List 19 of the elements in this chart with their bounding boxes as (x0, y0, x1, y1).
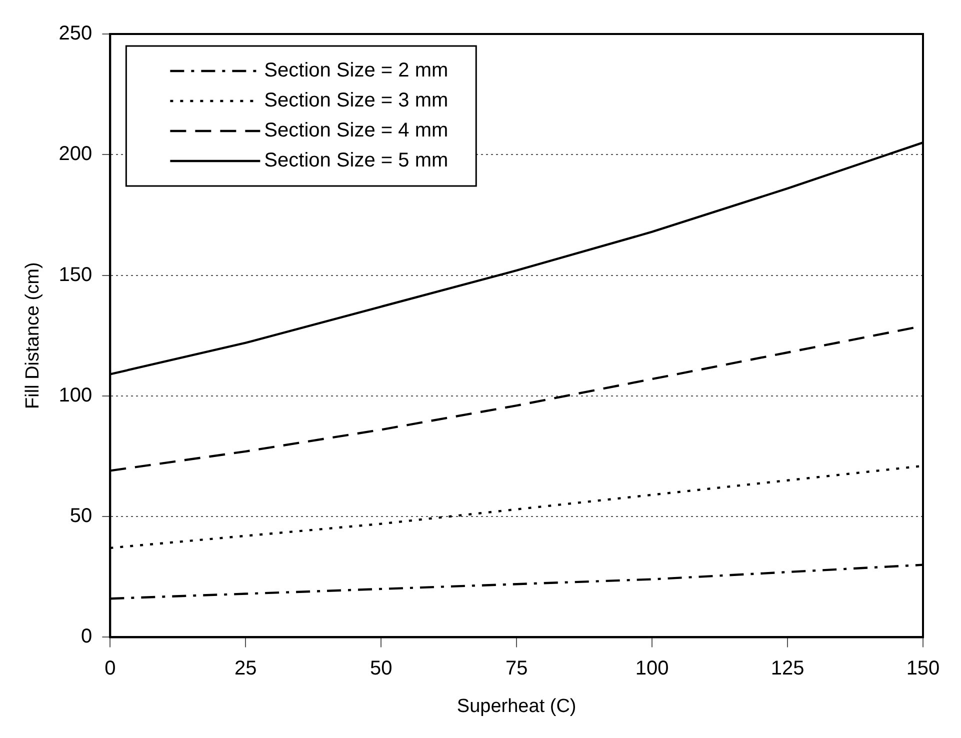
x-tick-label: 25 (234, 658, 257, 680)
x-tick-label: 0 (104, 658, 116, 680)
x-tick-label: 100 (635, 658, 669, 680)
y-tick-label: 50 (70, 505, 92, 528)
legend-label: Section Size = 5 mm (264, 150, 448, 172)
x-axis-title: Superheat (C) (456, 696, 576, 717)
legend-label: Section Size = 3 mm (264, 90, 448, 112)
y-tick-label: 0 (81, 626, 92, 648)
y-tick-label: 100 (58, 384, 92, 406)
x-tick-label: 125 (770, 658, 804, 680)
legend-label: Section Size = 2 mm (264, 60, 448, 82)
x-tick-label: 150 (906, 658, 940, 680)
x-tick-label: 75 (505, 658, 528, 680)
y-tick-label: 200 (58, 143, 92, 166)
x-tick-label: 50 (370, 658, 392, 680)
y-tick-label: 250 (58, 22, 92, 45)
legend-label: Section Size = 4 mm (264, 120, 448, 142)
y-tick-label: 150 (58, 264, 92, 286)
y-axis-title: Fill Distance (cm) (22, 262, 44, 409)
